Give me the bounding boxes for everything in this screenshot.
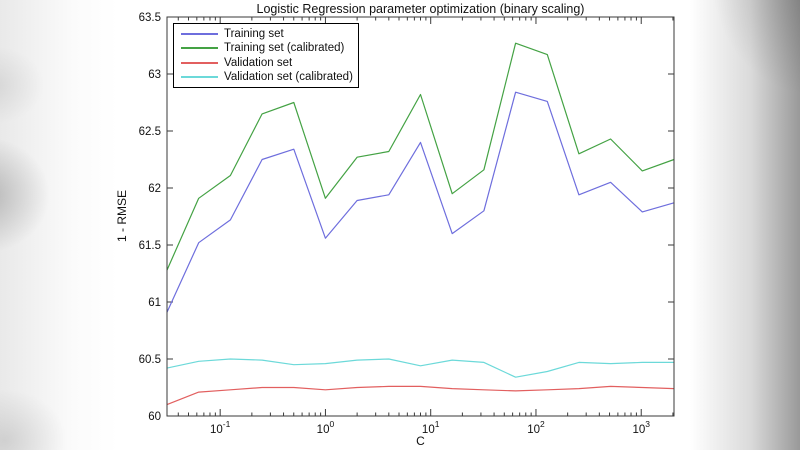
y-tick-label: 62.5 [139, 126, 161, 138]
legend-label: Training set (calibrated) [224, 42, 345, 55]
y-tick-label: 61 [148, 297, 161, 309]
series-line-2 [166, 385, 675, 406]
x-tick-label: 101 [422, 419, 440, 436]
legend-line-sample-validation-calibrated [181, 75, 218, 78]
y-tick-label: 63.5 [139, 12, 161, 24]
y-tick-label: 63 [148, 69, 161, 81]
legend-entry-training-calibrated: Training set (calibrated) [174, 41, 358, 55]
series-line-1 [166, 42, 675, 271]
y-tick-label: 62 [148, 183, 161, 195]
legend-entry-validation-calibrated: Validation set (calibrated) [174, 70, 358, 84]
axes-box [166, 16, 675, 417]
legend-label: Validation set (calibrated) [224, 70, 353, 83]
legend-label: Validation set [224, 56, 293, 69]
legend-entry-training: Training set [174, 27, 358, 41]
x-axis-label: C [416, 434, 425, 448]
legend-line-sample-training [181, 33, 218, 36]
y-tick-label: 61.5 [139, 240, 161, 252]
series-line-3 [166, 358, 674, 378]
legend-label: Training set [224, 28, 284, 41]
legend: Training set Training set (calibrated) V… [173, 23, 359, 88]
y-axis-label: 1 - RMSE [115, 189, 129, 243]
x-tick-label: 103 [632, 419, 650, 436]
x-tick-label: 102 [527, 419, 545, 436]
x-tick-label: 10-1 [210, 419, 231, 436]
y-tick-label: 60 [148, 411, 161, 423]
series-line-0 [166, 91, 675, 313]
chart-title: Logistic Regression parameter optimizati… [256, 2, 585, 16]
legend-line-sample-validation [181, 61, 218, 64]
legend-line-sample-training-calibrated [181, 47, 218, 50]
x-tick-label: 100 [317, 419, 335, 436]
legend-entry-validation: Validation set [174, 56, 358, 70]
y-tick-label: 60.5 [139, 354, 161, 366]
